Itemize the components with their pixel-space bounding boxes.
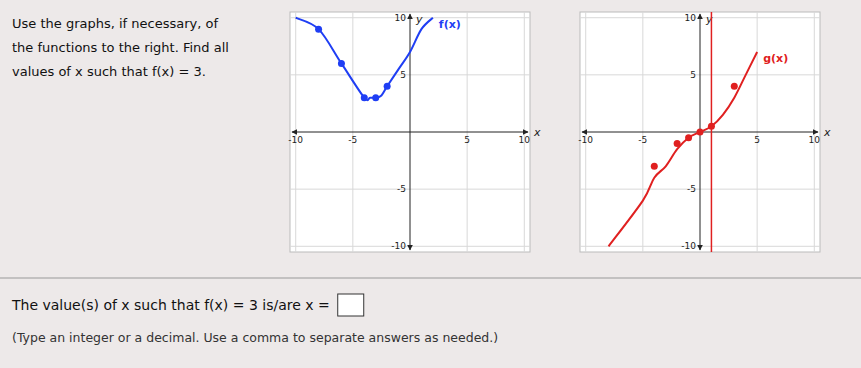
y-tick-label: 10	[685, 13, 697, 23]
point	[372, 94, 379, 101]
y-tick-label: 5	[400, 70, 406, 80]
data-marks	[609, 12, 758, 252]
y-axis-label: y	[415, 13, 423, 26]
page: Use the graphs, if necessary, of the func…	[0, 0, 861, 368]
answer-text: The value(s) of x such that f(x) = 3 is/…	[11, 297, 330, 313]
function-label: g(x)	[763, 52, 788, 65]
x-tick-label: 5	[464, 135, 470, 145]
y-tick-label: -10	[681, 241, 696, 251]
plot-frame	[290, 12, 530, 252]
point	[338, 60, 345, 67]
x-tick-label: 10	[809, 135, 821, 145]
chart: -10-5510-10-5510xyf(x)	[288, 12, 541, 252]
point	[674, 140, 681, 147]
instruction-text: the functions to the right. Find all	[12, 40, 229, 55]
x-tick-label: -5	[638, 135, 647, 145]
divider	[0, 278, 861, 279]
y-tick-label: 10	[395, 13, 407, 23]
y-tick-label: -10	[391, 241, 406, 251]
x-tick-label: -10	[288, 135, 303, 145]
x-tick-label: -10	[578, 135, 593, 145]
point	[315, 26, 322, 33]
chart: -10-5510-10-5510xyg(x)	[578, 12, 831, 252]
instruction-text: Use the graphs, if necessary, of	[12, 16, 218, 31]
y-tick-label: -5	[397, 184, 406, 194]
plot-frame	[580, 12, 820, 252]
y-tick-label: 5	[690, 70, 696, 80]
function-curve	[296, 18, 433, 101]
answer-hint: (Type an integer or a decimal. Use a com…	[12, 330, 498, 345]
x-tick-label: 5	[754, 135, 760, 145]
x-tick-label: 10	[519, 135, 531, 145]
x-tick-label: -5	[348, 135, 357, 145]
instruction-text: values of x such that f(x) = 3.	[12, 64, 206, 79]
data-marks	[296, 18, 433, 102]
point	[708, 123, 715, 130]
point	[697, 129, 704, 136]
y-tick-label: -5	[687, 184, 696, 194]
vertical-line	[711, 12, 713, 252]
point	[731, 83, 738, 90]
point	[651, 163, 658, 170]
function-label: f(x)	[439, 18, 461, 31]
point	[361, 94, 368, 101]
x-axis-label: x	[533, 126, 541, 139]
x-axis-label: x	[823, 126, 831, 139]
point	[384, 83, 391, 90]
point	[685, 134, 692, 141]
answer-box	[338, 294, 364, 316]
function-curve	[609, 52, 758, 246]
